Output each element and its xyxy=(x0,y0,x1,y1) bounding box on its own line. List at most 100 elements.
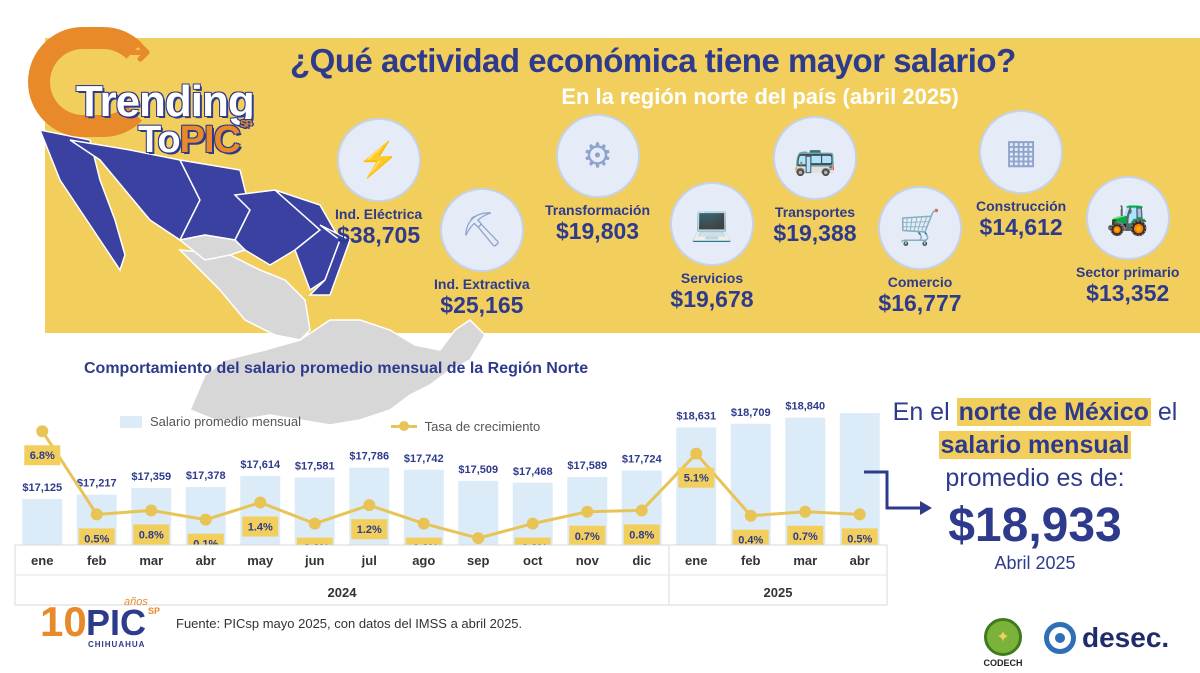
growth-point xyxy=(145,504,158,517)
note-text: el xyxy=(1150,398,1178,426)
x-tick-label: oct xyxy=(523,553,543,568)
activity-label: Ind. Extractiva xyxy=(434,276,530,292)
growth-value-label: 1.2% xyxy=(357,524,382,536)
growth-point xyxy=(36,425,49,438)
activity-label: Construcción xyxy=(976,198,1067,214)
growth-point xyxy=(417,517,430,530)
page-subtitle: En la región norte del país (abril 2025) xyxy=(561,84,959,109)
activity-label: Transportes xyxy=(774,204,856,220)
growth-value-label: 6.8% xyxy=(30,450,55,462)
growth-point xyxy=(472,532,485,545)
logo10-sp: SP xyxy=(148,606,161,616)
bar-value-label: $18,631 xyxy=(676,411,716,423)
arrow-icon xyxy=(864,470,932,515)
logo10-number: 10 xyxy=(40,598,87,645)
source-note: Fuente: PICsp mayo 2025, con datos del I… xyxy=(176,616,523,631)
x-tick-label: feb xyxy=(741,553,761,568)
growth-value-label: 0.5% xyxy=(847,533,872,545)
activity-label: Comercio xyxy=(887,274,953,290)
x-tick-label: abr xyxy=(196,553,216,568)
growth-point xyxy=(744,509,757,522)
summary-note: En el norte de México el salario mensual… xyxy=(870,396,1200,574)
note-line2: salario mensual xyxy=(870,429,1200,462)
page-title: ¿Qué actividad económica tiene mayor sal… xyxy=(290,42,1016,79)
bar-value-label: $17,468 xyxy=(513,466,553,478)
growth-point xyxy=(690,447,703,460)
bar-value-label: $18,840 xyxy=(785,401,825,413)
growth-point xyxy=(635,504,648,517)
codech-emblem-icon: ✦ xyxy=(984,618,1022,656)
bar-salary xyxy=(839,413,880,545)
growth-label-box xyxy=(78,528,115,549)
activity-value: $19,678 xyxy=(670,286,754,312)
growth-point xyxy=(853,508,866,521)
growth-label-box xyxy=(623,524,660,545)
bar-salary xyxy=(730,423,771,545)
mexico-map xyxy=(30,120,510,440)
x-tick-label: mar xyxy=(139,553,163,568)
activity-value: $13,352 xyxy=(1086,280,1170,306)
growth-point xyxy=(799,505,812,518)
activity-label: Ind. Eléctrica xyxy=(335,206,423,222)
x-tick-label: mar xyxy=(793,553,817,568)
salary-chart: $17,125 $17,217 $17,359 $17,378 $17,614 $17,5… xyxy=(14,401,888,606)
logo-line1: Trending xyxy=(76,77,255,126)
logo-sp: SP xyxy=(239,119,252,130)
activity-extractiva: ⛏ Ind. Extractiva $25,165 xyxy=(434,188,530,318)
bar-value-label: $17,359 xyxy=(131,471,171,483)
logo10-city: CHIHUAHUA xyxy=(88,640,146,649)
legend-swatch-bar xyxy=(120,415,142,428)
logo-arrow-icon: ➜ xyxy=(123,33,152,71)
logo-to: To xyxy=(138,119,181,161)
bar-salary xyxy=(512,482,553,545)
x-tick-label: ago xyxy=(412,553,435,568)
legend-item-growth: Tasa de crecimiento xyxy=(390,418,541,434)
activity-transformacion: ⚙ Transformación $19,803 xyxy=(545,114,650,244)
bar-salary xyxy=(403,469,444,545)
growth-point xyxy=(90,508,103,521)
desk-worker-icon: 💻 xyxy=(670,182,754,266)
growth-point xyxy=(581,505,594,518)
bar-value-label: $17,614 xyxy=(240,459,281,471)
bar-salary xyxy=(785,417,826,545)
growth-point xyxy=(526,517,539,530)
note-date: Abril 2025 xyxy=(994,553,1076,573)
growth-label-box xyxy=(24,445,61,466)
logo10-pic: PIC xyxy=(86,602,147,643)
growth-point xyxy=(363,499,376,512)
x-tick-label: dic xyxy=(632,553,651,568)
x-tick-label: nov xyxy=(576,553,600,568)
bar-value-label: $17,786 xyxy=(349,451,389,463)
legend-label: Tasa de crecimiento xyxy=(424,418,541,434)
legend-label: Salario promedio mensual xyxy=(150,414,302,429)
bar-value-label: $17,742 xyxy=(404,453,444,465)
bar-value-label: $17,581 xyxy=(295,460,335,472)
activity-value: $19,803 xyxy=(555,218,640,244)
growth-label-box xyxy=(787,525,824,546)
growth-label-box xyxy=(678,467,715,488)
x-tick-label: ene xyxy=(685,553,707,568)
desec-logo: desec. xyxy=(1044,622,1169,654)
pickaxe-icon: ⛏ xyxy=(439,188,524,272)
codech-label: CODECH xyxy=(983,658,1023,668)
growth-point xyxy=(254,496,267,509)
desec-ring-icon xyxy=(1044,622,1076,654)
power-tower-icon: ⚡ xyxy=(336,118,421,202)
activity-value: $25,165 xyxy=(440,292,524,318)
growth-value-label: 5.1% xyxy=(684,473,709,485)
shopping-cart-icon: 🛒 xyxy=(878,186,962,270)
x-tick-label: ene xyxy=(31,553,53,568)
growth-line xyxy=(41,430,860,540)
activity-value: $38,705 xyxy=(337,222,421,248)
growth-value-label: 0.4% xyxy=(738,535,763,547)
activity-transportes: 🚌 Transportes $19,388 xyxy=(773,116,857,246)
activity-comercio: 🛒 Comercio $16,777 xyxy=(878,186,962,316)
growth-label-box xyxy=(133,524,170,545)
legend-item-salary: Salario promedio mensual xyxy=(120,414,301,429)
x-group-label: 2024 xyxy=(328,585,358,600)
x-tick-label: sep xyxy=(467,553,489,568)
bar-value-label: $17,378 xyxy=(186,470,226,482)
activity-electrica: ⚡ Ind. Eléctrica $38,705 xyxy=(335,118,422,248)
bar-value-label: $18,709 xyxy=(731,407,771,419)
bar-salary xyxy=(294,477,335,545)
